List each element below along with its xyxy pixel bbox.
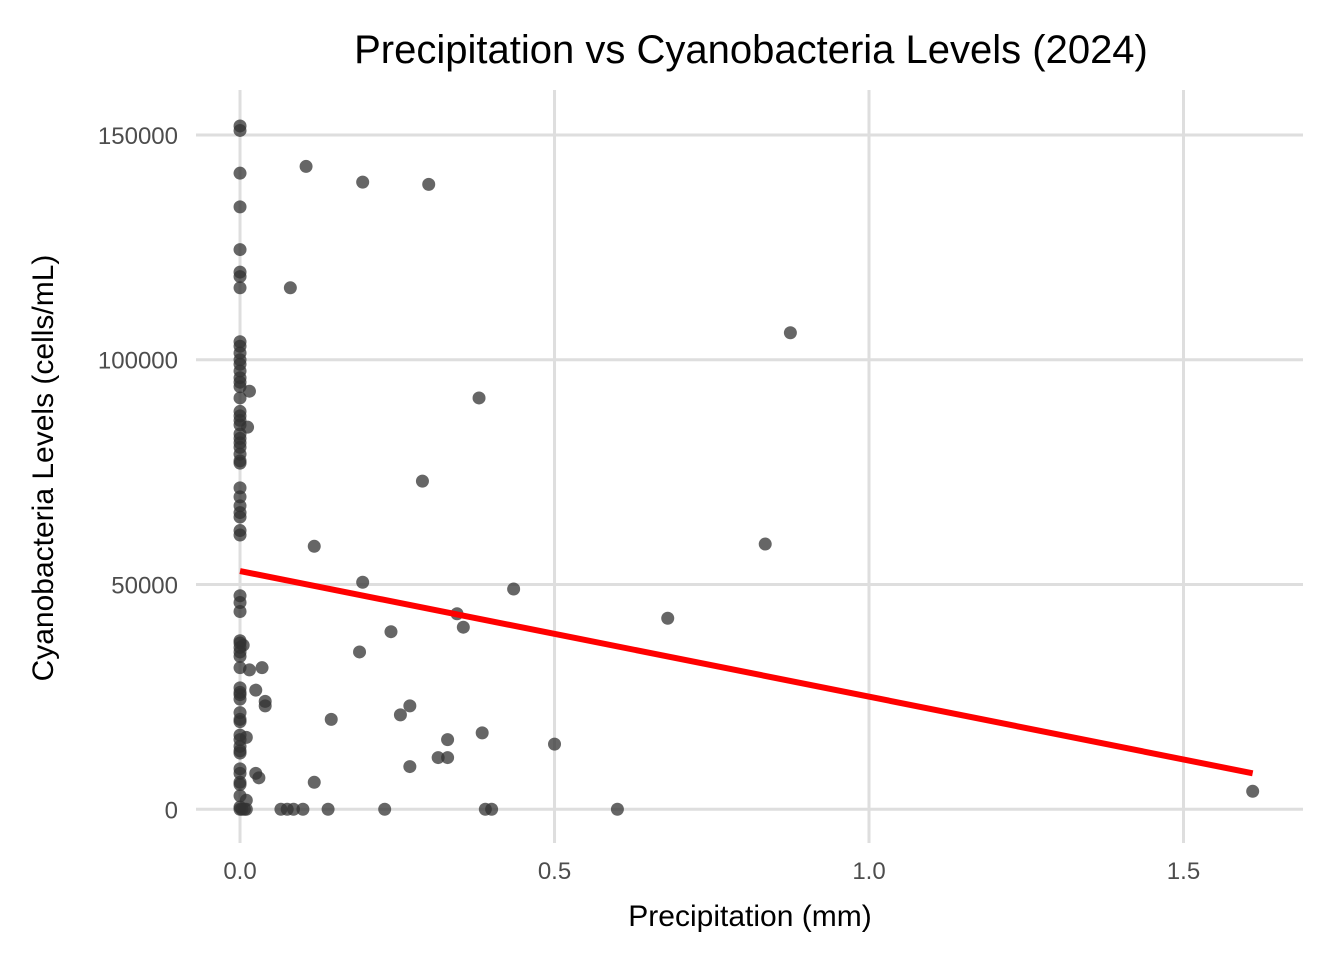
- trend-line-layer: [239, 568, 1254, 777]
- data-point: [239, 730, 253, 744]
- data-point: [233, 778, 247, 792]
- data-point: [393, 708, 407, 722]
- data-point: [233, 490, 247, 504]
- data-point: [403, 699, 417, 713]
- data-point: [441, 751, 455, 765]
- data-point: [403, 760, 417, 774]
- data-point: [242, 384, 256, 398]
- data-point: [1246, 784, 1260, 798]
- data-point: [242, 663, 256, 677]
- data-points: [233, 119, 1260, 816]
- data-point: [356, 175, 370, 189]
- data-point: [233, 456, 247, 470]
- data-point: [384, 625, 398, 639]
- tick-labels: 0.0 0.5 1.0 1.5 0 50000 100000 150000: [98, 123, 1200, 885]
- data-point: [233, 604, 247, 618]
- data-point: [233, 528, 247, 542]
- data-point: [378, 802, 392, 816]
- data-point: [472, 391, 486, 405]
- data-point: [441, 733, 455, 747]
- data-point: [233, 166, 247, 180]
- data-point: [353, 645, 367, 659]
- data-point: [241, 420, 255, 434]
- data-point: [233, 510, 247, 524]
- data-point: [507, 582, 521, 596]
- data-point: [233, 281, 247, 295]
- data-point: [239, 793, 253, 807]
- y-tick-label: 50000: [111, 573, 178, 600]
- y-tick-label: 0: [165, 797, 178, 824]
- data-point: [283, 281, 297, 295]
- data-point: [783, 326, 797, 340]
- y-axis-title: Cyanobacteria Levels (cells/mL): [27, 255, 60, 682]
- data-point: [233, 123, 247, 137]
- y-tick-label: 150000: [98, 123, 178, 150]
- data-point: [415, 474, 429, 488]
- data-point: [236, 638, 250, 652]
- data-point: [548, 737, 562, 751]
- data-point: [485, 802, 499, 816]
- data-point: [324, 712, 338, 726]
- data-point: [233, 243, 247, 257]
- data-point: [233, 270, 247, 284]
- data-point: [758, 537, 772, 551]
- data-point: [233, 746, 247, 760]
- data-point: [286, 802, 300, 816]
- data-point: [233, 391, 247, 405]
- data-point: [249, 683, 263, 697]
- data-point: [239, 802, 253, 816]
- data-point: [296, 802, 310, 816]
- x-tick-label: 1.0: [852, 858, 885, 885]
- x-tick-label: 0.0: [223, 858, 256, 885]
- data-point: [258, 699, 272, 713]
- data-point: [233, 200, 247, 214]
- x-tick-label: 1.5: [1167, 858, 1200, 885]
- data-point: [321, 802, 335, 816]
- data-point: [422, 177, 436, 191]
- data-point: [307, 539, 321, 553]
- y-tick-label: 100000: [98, 348, 178, 375]
- data-point: [255, 661, 269, 675]
- data-point: [299, 159, 313, 173]
- data-point: [233, 692, 247, 706]
- data-point: [661, 611, 675, 625]
- data-point: [233, 595, 247, 609]
- data-point: [456, 620, 470, 634]
- x-tick-label: 0.5: [538, 858, 571, 885]
- data-point: [233, 766, 247, 780]
- data-point: [252, 771, 266, 785]
- data-point: [233, 481, 247, 495]
- data-point: [233, 715, 247, 729]
- data-point: [475, 726, 489, 740]
- data-point: [431, 751, 445, 765]
- data-point: [356, 575, 370, 589]
- data-point: [233, 649, 247, 663]
- data-point: [610, 802, 624, 816]
- chart-title: Precipitation vs Cyanobacteria Levels (2…: [354, 28, 1148, 72]
- trend-line: [239, 568, 1254, 777]
- data-point: [307, 775, 321, 789]
- x-axis-title: Precipitation (mm): [628, 900, 871, 933]
- grid-lines: [196, 90, 1303, 843]
